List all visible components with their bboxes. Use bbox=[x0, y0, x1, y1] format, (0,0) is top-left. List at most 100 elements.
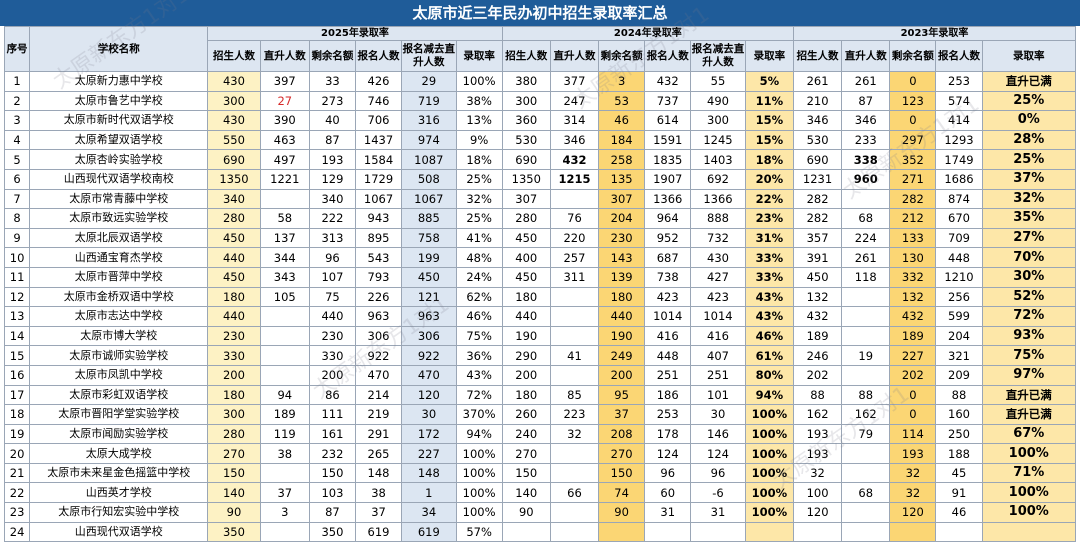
data-cell: 530 bbox=[792, 129, 843, 151]
data-cell: 135 bbox=[598, 168, 646, 190]
data-cell: 9% bbox=[455, 129, 503, 151]
data-cell: 19 bbox=[841, 345, 891, 366]
data-cell: 230 bbox=[308, 325, 356, 347]
col-h2024-1: 直升人数 bbox=[549, 40, 600, 72]
data-cell: 180 bbox=[501, 286, 551, 308]
data-cell: 300 bbox=[501, 90, 551, 112]
data-cell: 200 bbox=[598, 364, 646, 386]
data-cell: 107 bbox=[308, 266, 356, 288]
data-cell bbox=[259, 521, 310, 542]
data-cell: 10 bbox=[3, 247, 31, 268]
table-row: 12 太原市金桥双语中学校 180 105 75 226 121 62% 180 180 423 42… bbox=[3, 286, 1077, 308]
table-row: 18 太原市晋阳学堂实验学校 300 189 111 219 30 370% 260 223 37 2… bbox=[3, 404, 1077, 425]
data-cell: 3 bbox=[259, 502, 310, 523]
col-h2025-5: 录取率 bbox=[455, 40, 503, 72]
data-cell: 1014 bbox=[644, 306, 692, 327]
col-h2025-3: 报名人数 bbox=[354, 40, 403, 72]
data-cell: 1437 bbox=[354, 129, 403, 151]
data-cell: 397 bbox=[259, 71, 310, 92]
data-cell bbox=[549, 443, 600, 464]
data-cell: 297 bbox=[889, 129, 937, 151]
school-name-cell: 太原市凤凯中学校 bbox=[29, 364, 209, 386]
data-cell: 6 bbox=[3, 168, 31, 190]
data-cell: 212 bbox=[889, 208, 937, 229]
data-cell: 18% bbox=[744, 149, 794, 170]
data-cell: 43% bbox=[744, 286, 794, 308]
data-cell: 118 bbox=[841, 266, 891, 288]
data-cell: 31 bbox=[690, 502, 746, 523]
data-cell: 75% bbox=[981, 345, 1077, 366]
col-index: 序号 bbox=[3, 26, 31, 72]
data-cell: 23 bbox=[3, 502, 31, 523]
data-cell: 18% bbox=[455, 149, 503, 170]
data-cell bbox=[644, 521, 692, 542]
data-cell bbox=[841, 306, 891, 327]
data-cell: 162 bbox=[841, 404, 891, 425]
data-cell: 150 bbox=[598, 462, 646, 484]
data-cell: 30 bbox=[401, 404, 457, 425]
table-row: 4 太原希望双语学校 550 463 87 1437 974 9% 530 346 184 1591 1… bbox=[3, 129, 1077, 151]
data-cell: 130 bbox=[889, 247, 937, 268]
data-cell: 199 bbox=[401, 247, 457, 268]
col-h2025-4: 报名减去直升人数 bbox=[401, 40, 457, 72]
data-cell: 180 bbox=[207, 384, 261, 406]
data-cell: 430 bbox=[207, 71, 261, 92]
data-cell bbox=[889, 521, 937, 542]
table-row: 3 太原市新时代双语学校 430 390 40 706 316 13% 360 314 46 614 3… bbox=[3, 110, 1077, 131]
data-cell: 100% bbox=[455, 462, 503, 484]
data-cell: 95 bbox=[598, 384, 646, 406]
data-cell: 85 bbox=[549, 384, 600, 406]
data-cell: 250 bbox=[935, 423, 983, 445]
table-row: 21 太原市未来星金色摇篮中学校 150 150 148 148 100% 150 150 96 9… bbox=[3, 462, 1077, 484]
data-cell: 614 bbox=[644, 110, 692, 131]
data-cell: 186 bbox=[644, 384, 692, 406]
table-row: 19 太原市闻励实验学校 280 119 161 291 172 94% 240 32 208 178… bbox=[3, 423, 1077, 445]
data-cell: 直升已满 bbox=[981, 404, 1077, 425]
school-name-cell: 太原市晋萍中学校 bbox=[29, 266, 209, 288]
data-cell: 233 bbox=[841, 129, 891, 151]
data-cell: 209 bbox=[935, 364, 983, 386]
data-cell: 270 bbox=[501, 443, 551, 464]
data-cell: 960 bbox=[841, 168, 891, 190]
table-row: 14 太原市博大学校 230 230 306 306 75% 190 190 416 416 46% 1… bbox=[3, 325, 1077, 347]
data-cell: 100% bbox=[455, 71, 503, 92]
data-cell: 450 bbox=[501, 266, 551, 288]
data-cell: 129 bbox=[308, 168, 356, 190]
col-h2024-5: 录取率 bbox=[744, 40, 794, 72]
data-cell: 0 bbox=[889, 404, 937, 425]
data-cell: 709 bbox=[935, 227, 983, 249]
data-cell: 100% bbox=[744, 443, 794, 464]
data-cell: 219 bbox=[354, 404, 403, 425]
data-cell: 311 bbox=[549, 266, 600, 288]
data-cell: 46% bbox=[744, 325, 794, 347]
table-row: 7 太原市常青藤中学校 340 340 1067 1067 32% 307 307 1366 136… bbox=[3, 188, 1077, 210]
data-cell: 148 bbox=[354, 462, 403, 484]
table-body: 1 太原新力惠中学校 430 397 33 426 29 100% 380 377 3 432 55 5%… bbox=[3, 71, 1077, 542]
data-cell: 79 bbox=[841, 423, 891, 445]
data-cell: 450 bbox=[207, 266, 261, 288]
data-cell: 426 bbox=[354, 71, 403, 92]
data-cell: 290 bbox=[501, 345, 551, 366]
data-cell: 497 bbox=[259, 149, 310, 170]
data-cell: 619 bbox=[401, 521, 457, 542]
data-cell: 280 bbox=[207, 208, 261, 229]
data-cell: 1014 bbox=[690, 306, 746, 327]
data-cell: 273 bbox=[308, 90, 356, 112]
data-cell: 258 bbox=[598, 149, 646, 170]
data-cell bbox=[549, 286, 600, 308]
data-cell: 21 bbox=[3, 462, 31, 484]
data-cell: 13% bbox=[455, 110, 503, 131]
data-cell: 1245 bbox=[690, 129, 746, 151]
data-cell: 300 bbox=[690, 110, 746, 131]
data-cell: 758 bbox=[401, 227, 457, 249]
col-h2023-0: 招生人数 bbox=[792, 40, 843, 72]
data-cell: 11 bbox=[3, 266, 31, 288]
data-cell: 30 bbox=[690, 404, 746, 425]
table-row: 6 山西现代双语学校南校 1350 1221 129 1729 508 25% 1350 1215… bbox=[3, 168, 1077, 190]
data-cell: 178 bbox=[644, 423, 692, 445]
table-row: 22 山西英才学校 140 37 103 38 1 100% 140 66 74 60 -6 100% 10… bbox=[3, 482, 1077, 504]
data-cell: 96 bbox=[644, 462, 692, 484]
data-cell: 338 bbox=[841, 149, 891, 170]
data-cell: 76 bbox=[549, 208, 600, 229]
data-cell: 193 bbox=[308, 149, 356, 170]
